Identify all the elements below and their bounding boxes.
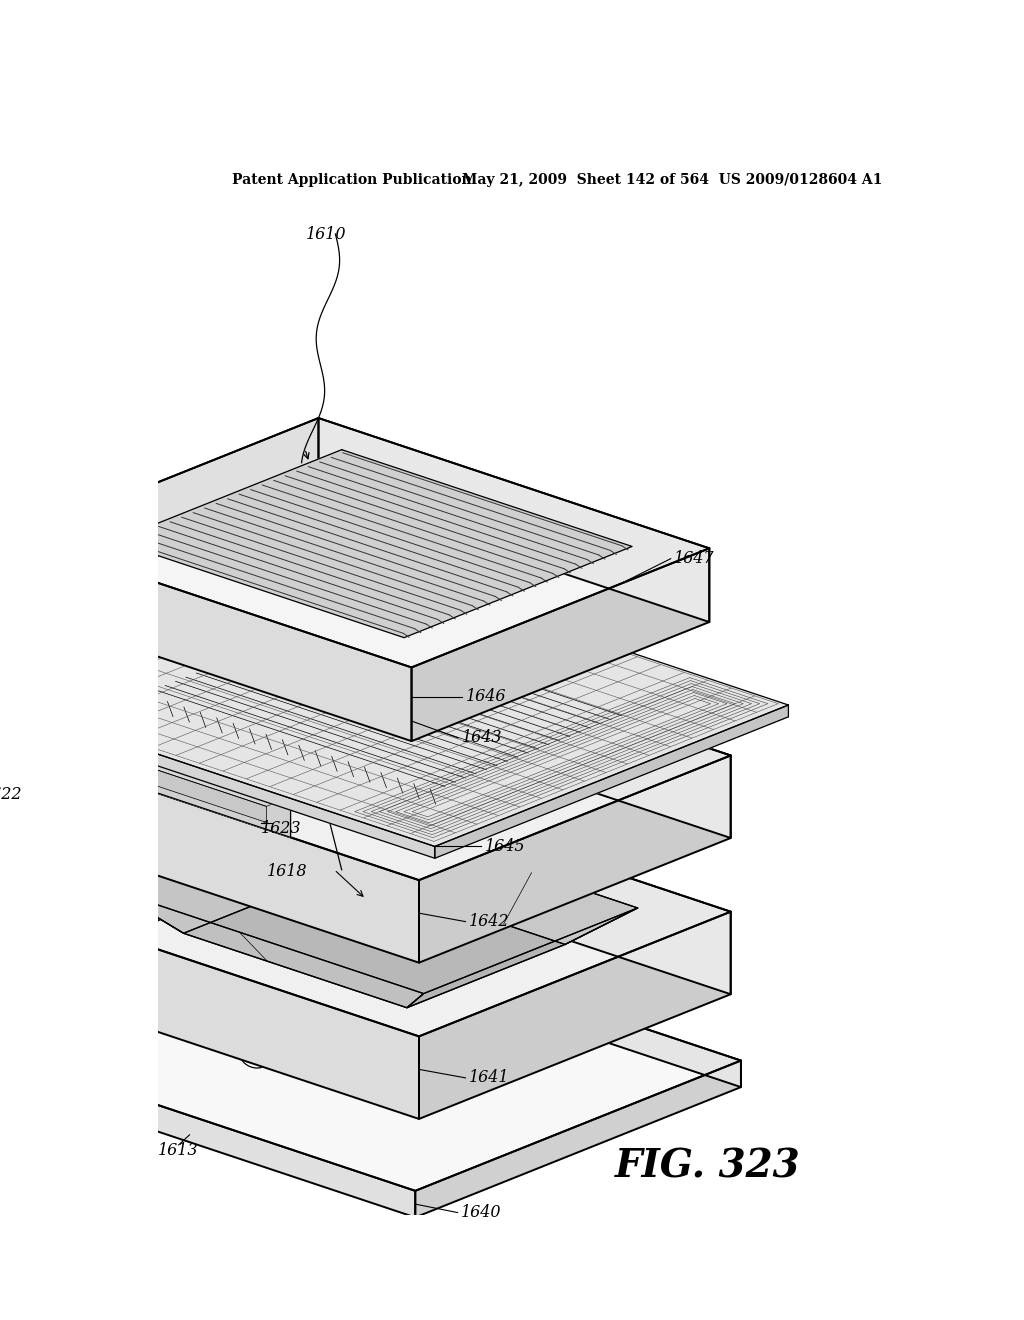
Polygon shape	[140, 614, 335, 726]
Text: 1646: 1646	[466, 689, 506, 705]
Text: 1643: 1643	[462, 730, 502, 746]
Polygon shape	[6, 618, 731, 880]
Text: 1640: 1640	[461, 1204, 502, 1221]
Text: 1641: 1641	[469, 1069, 509, 1086]
Polygon shape	[6, 899, 419, 1119]
Text: 1642: 1642	[469, 913, 509, 931]
Text: 1610: 1610	[306, 226, 346, 243]
Polygon shape	[114, 450, 632, 638]
Text: 1622: 1622	[0, 785, 23, 803]
Text: Patent Application Publication: Patent Application Publication	[232, 173, 472, 187]
Polygon shape	[20, 418, 318, 611]
Polygon shape	[132, 762, 266, 822]
Text: 1613: 1613	[158, 1142, 198, 1159]
Polygon shape	[6, 742, 419, 962]
Polygon shape	[140, 614, 637, 793]
Polygon shape	[441, 714, 637, 826]
Polygon shape	[132, 751, 294, 807]
Polygon shape	[419, 912, 731, 1119]
Polygon shape	[6, 774, 317, 981]
Polygon shape	[111, 804, 638, 994]
Polygon shape	[0, 919, 316, 1076]
Polygon shape	[0, 545, 788, 846]
Polygon shape	[20, 418, 710, 668]
Polygon shape	[317, 774, 731, 994]
Polygon shape	[183, 870, 565, 1007]
Polygon shape	[0, 919, 741, 1191]
Polygon shape	[0, 686, 435, 858]
Polygon shape	[419, 755, 731, 962]
Text: 1645: 1645	[484, 838, 525, 855]
Text: 1647: 1647	[674, 550, 715, 568]
Polygon shape	[6, 618, 317, 825]
Polygon shape	[412, 548, 710, 741]
Polygon shape	[111, 890, 424, 1007]
Polygon shape	[325, 804, 638, 944]
Polygon shape	[20, 537, 412, 741]
Polygon shape	[111, 804, 342, 933]
Text: FIG. 323: FIG. 323	[614, 1147, 800, 1185]
Polygon shape	[318, 418, 710, 622]
Polygon shape	[316, 919, 741, 1088]
Text: May 21, 2009  Sheet 142 of 564  US 2009/0128604 A1: May 21, 2009 Sheet 142 of 564 US 2009/01…	[462, 173, 883, 187]
Polygon shape	[317, 618, 731, 838]
Polygon shape	[6, 774, 731, 1036]
Polygon shape	[407, 908, 638, 1007]
Polygon shape	[335, 614, 637, 748]
Polygon shape	[112, 731, 291, 837]
Polygon shape	[416, 1060, 741, 1217]
Text: 1618: 1618	[266, 863, 307, 879]
Text: 1623: 1623	[261, 820, 302, 837]
Polygon shape	[435, 705, 788, 858]
Polygon shape	[140, 692, 441, 826]
Polygon shape	[0, 1049, 416, 1217]
